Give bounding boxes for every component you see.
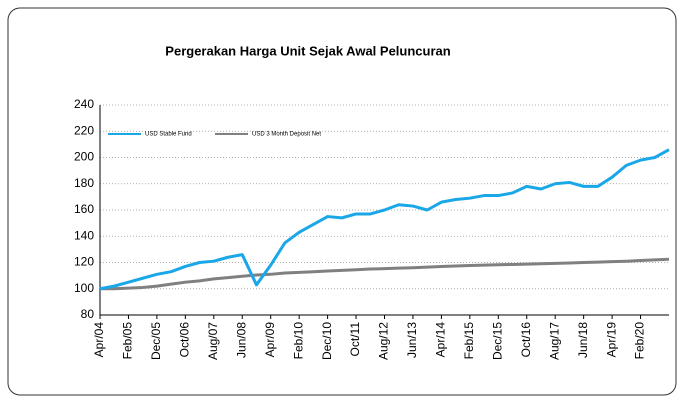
x-tick-label: Feb/20 — [633, 322, 647, 360]
x-tick-label: Aug/12 — [377, 322, 391, 360]
y-tick-label: 240 — [74, 97, 94, 111]
x-tick-label: Dec/05 — [149, 322, 163, 360]
x-tick-label: Aug/07 — [206, 322, 220, 360]
y-tick-label: 160 — [74, 202, 94, 216]
x-tick-label: Oct/11 — [348, 322, 362, 357]
x-tick-label: Jun/13 — [405, 322, 419, 358]
y-tick-label: 220 — [74, 123, 94, 137]
y-tick-label: 200 — [74, 150, 94, 164]
x-tick-label: Oct/16 — [519, 322, 533, 358]
y-tick-label: 120 — [74, 255, 94, 269]
series-line — [99, 148, 670, 291]
x-tick-label: Feb/10 — [291, 322, 305, 360]
x-tick-label: Feb/05 — [121, 322, 135, 360]
x-tick-label: Feb/15 — [462, 322, 476, 360]
y-tick-label: 140 — [74, 228, 94, 242]
series-line — [100, 257, 670, 291]
x-tick-label: Aug/17 — [547, 322, 561, 360]
chart-title: Pergerakan Harga Unit Sejak Awal Peluncu… — [165, 43, 450, 58]
x-tick-label: Oct/06 — [178, 322, 192, 358]
x-tick-label: Apr/04 — [92, 322, 106, 358]
legend-label: USD Stable Fund — [145, 132, 192, 138]
legend-label: USD 3 Month Deposit Net — [252, 132, 321, 138]
x-tick-label: Apr/09 — [263, 322, 277, 358]
x-tick-label: Dec/15 — [490, 322, 504, 360]
y-tick-label: 100 — [74, 281, 94, 295]
y-tick-label: 180 — [74, 176, 94, 190]
x-tick-label: Apr/19 — [604, 322, 618, 358]
x-tick-label: Jun/08 — [234, 322, 248, 358]
x-tick-label: Apr/14 — [434, 322, 448, 358]
x-tick-label: Dec/10 — [320, 322, 334, 360]
y-tick-label: 80 — [81, 307, 95, 321]
x-tick-label: Jun/18 — [576, 322, 590, 358]
